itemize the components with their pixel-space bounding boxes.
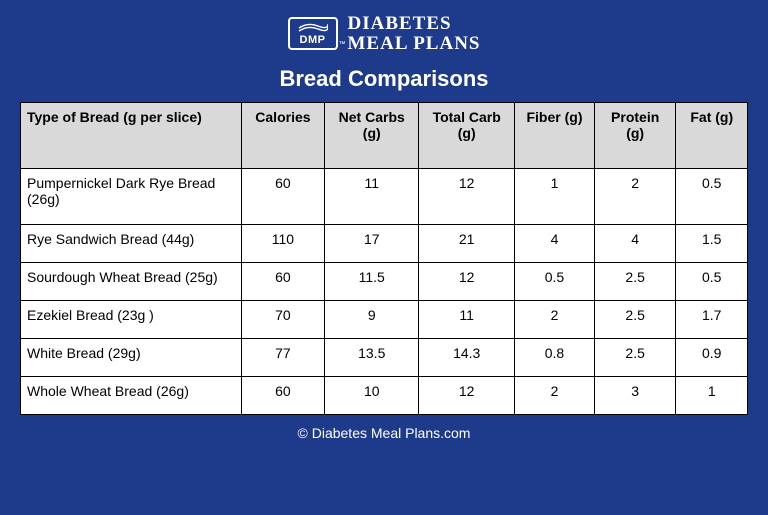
- value-cell: 11: [419, 300, 515, 338]
- value-cell: 2: [515, 300, 595, 338]
- table-row: Ezekiel Bread (23g )7091122.51.7: [21, 300, 748, 338]
- value-cell: 2.5: [594, 262, 676, 300]
- page-title: Bread Comparisons: [279, 66, 488, 92]
- bread-type-cell: Sourdough Wheat Bread (25g): [21, 262, 242, 300]
- value-cell: 2: [594, 168, 676, 224]
- bread-type-cell: Pumpernickel Dark Rye Bread (26g): [21, 168, 242, 224]
- column-header: Fiber (g): [515, 102, 595, 168]
- value-cell: 13.5: [325, 338, 419, 376]
- value-cell: 12: [419, 168, 515, 224]
- value-cell: 60: [241, 262, 325, 300]
- value-cell: 12: [419, 262, 515, 300]
- wave-icon: [298, 23, 328, 33]
- value-cell: 14.3: [419, 338, 515, 376]
- brand-line2: MEAL PLANS: [348, 34, 481, 54]
- column-header: Protein (g): [594, 102, 676, 168]
- brand-header: DMP ™ DIABETES MEAL PLANS: [288, 14, 481, 54]
- value-cell: 1: [676, 376, 748, 414]
- value-cell: 4: [515, 224, 595, 262]
- comparison-table-wrap: Type of Bread (g per slice)CaloriesNet C…: [20, 102, 748, 415]
- value-cell: 1.7: [676, 300, 748, 338]
- value-cell: 0.8: [515, 338, 595, 376]
- bread-type-cell: Whole Wheat Bread (26g): [21, 376, 242, 414]
- table-body: Pumpernickel Dark Rye Bread (26g)6011121…: [21, 168, 748, 414]
- value-cell: 4: [594, 224, 676, 262]
- header-row: Type of Bread (g per slice)CaloriesNet C…: [21, 102, 748, 168]
- column-header: Calories: [241, 102, 325, 168]
- value-cell: 2.5: [594, 338, 676, 376]
- value-cell: 12: [419, 376, 515, 414]
- value-cell: 1.5: [676, 224, 748, 262]
- value-cell: 2.5: [594, 300, 676, 338]
- table-row: Whole Wheat Bread (26g)601012231: [21, 376, 748, 414]
- value-cell: 9: [325, 300, 419, 338]
- value-cell: 10: [325, 376, 419, 414]
- table-row: White Bread (29g)7713.514.30.82.50.9: [21, 338, 748, 376]
- table-row: Sourdough Wheat Bread (25g)6011.5120.52.…: [21, 262, 748, 300]
- value-cell: 11: [325, 168, 419, 224]
- logo-badge: DMP ™: [288, 17, 338, 50]
- table-row: Pumpernickel Dark Rye Bread (26g)6011121…: [21, 168, 748, 224]
- table-head: Type of Bread (g per slice)CaloriesNet C…: [21, 102, 748, 168]
- logo-text: DMP: [300, 34, 326, 46]
- value-cell: 70: [241, 300, 325, 338]
- bread-type-cell: Rye Sandwich Bread (44g): [21, 224, 242, 262]
- footer-copyright: © Diabetes Meal Plans.com: [298, 425, 471, 441]
- bread-type-cell: Ezekiel Bread (23g ): [21, 300, 242, 338]
- brand-text: DIABETES MEAL PLANS: [348, 14, 481, 54]
- column-header: Type of Bread (g per slice): [21, 102, 242, 168]
- column-header: Fat (g): [676, 102, 748, 168]
- value-cell: 0.9: [676, 338, 748, 376]
- value-cell: 17: [325, 224, 419, 262]
- value-cell: 2: [515, 376, 595, 414]
- value-cell: 0.5: [676, 262, 748, 300]
- value-cell: 21: [419, 224, 515, 262]
- column-header: Total Carb (g): [419, 102, 515, 168]
- value-cell: 1: [515, 168, 595, 224]
- trademark-symbol: ™: [339, 41, 346, 48]
- bread-type-cell: White Bread (29g): [21, 338, 242, 376]
- value-cell: 0.5: [676, 168, 748, 224]
- value-cell: 77: [241, 338, 325, 376]
- value-cell: 3: [594, 376, 676, 414]
- value-cell: 110: [241, 224, 325, 262]
- value-cell: 0.5: [515, 262, 595, 300]
- comparison-table: Type of Bread (g per slice)CaloriesNet C…: [20, 102, 748, 415]
- value-cell: 60: [241, 168, 325, 224]
- column-header: Net Carbs (g): [325, 102, 419, 168]
- value-cell: 11.5: [325, 262, 419, 300]
- table-row: Rye Sandwich Bread (44g)1101721441.5: [21, 224, 748, 262]
- brand-line1: DIABETES: [348, 14, 481, 34]
- value-cell: 60: [241, 376, 325, 414]
